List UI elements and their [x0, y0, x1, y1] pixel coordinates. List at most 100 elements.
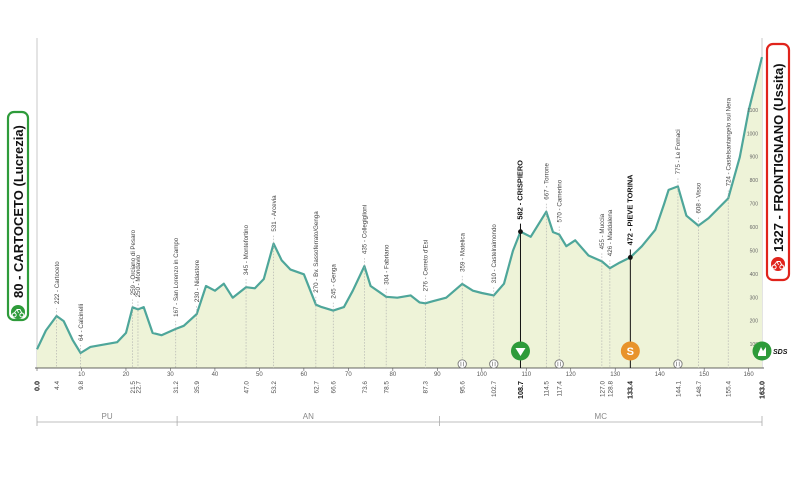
altitude-tick-label: 1100: [747, 108, 758, 114]
x-tick-label: 110: [521, 372, 531, 378]
km-label: 133.4: [626, 381, 635, 399]
finish-badge: 1327 - FRONTIGNANO (Ussita): [765, 42, 791, 282]
sprint-icon-arrow: [515, 348, 526, 356]
altitude-tick-label: 200: [750, 319, 759, 325]
intermediate-icon: [457, 359, 467, 369]
km-label: 163.0: [757, 381, 766, 399]
km-label: 78.5: [384, 381, 391, 394]
km-label: 155.4: [726, 381, 733, 397]
x-tick-label: 70: [345, 372, 352, 378]
altitude-tick-label: 900: [750, 155, 759, 161]
location-label: 259 - Orciano di Pesaro: [130, 229, 137, 295]
x-tick-label: 160: [744, 372, 755, 378]
x-tick-label: 60: [301, 372, 308, 378]
km-label: 53.2: [271, 381, 278, 394]
intermediate-icon: [554, 359, 564, 369]
x-tick-label: 40: [212, 372, 219, 378]
altitude-tick-label: 300: [750, 295, 759, 301]
finish-label: 1327 - FRONTIGNANO (Ussita): [771, 63, 786, 252]
km-label: 108.7: [516, 381, 525, 399]
km-label: 148.7: [696, 381, 703, 397]
x-tick-label: 50: [256, 372, 263, 378]
km-label: 144.1: [675, 381, 682, 397]
km-label: 22.7: [135, 381, 142, 394]
location-label: 724 - Castelsantangelo sul Nera: [725, 97, 732, 186]
km-label: 128.8: [607, 381, 614, 397]
location-label: 167 - San Lorenzo in Campo: [173, 237, 180, 317]
feed-zone-icon: [620, 341, 640, 361]
x-tick-label: 150: [699, 372, 710, 378]
x-axis: 10 20 30 40 50 60 70 80 90 100 110 120 130 140 150 160: [35, 367, 764, 378]
profile-fill: [37, 57, 762, 368]
start-label: 80 - CARTOCETO (Lucrezia): [11, 125, 26, 298]
km-label: 21.5: [130, 381, 137, 394]
altitude-tick-label: 400: [750, 272, 759, 278]
km-label: 4.4: [54, 381, 61, 390]
location-label: 531 - Arcevia: [271, 195, 278, 232]
location-label: 310 - Castelraimondo: [491, 224, 498, 284]
km-label: 35.9: [194, 381, 201, 394]
x-tick-label: 130: [610, 372, 621, 378]
location-label: 455 - Muccia: [599, 213, 606, 249]
profile-markers: S SDS: [457, 341, 788, 369]
altitude-tick-label: 1000: [747, 131, 758, 137]
location-label: 775 - Le Fornaci: [675, 129, 682, 174]
x-tick-label: 80: [389, 372, 396, 378]
km-label: 73.6: [362, 381, 369, 394]
km-label: 87.3: [423, 381, 430, 394]
km-label: 102.7: [491, 381, 498, 397]
region-bands: PU AN MC: [36, 412, 763, 426]
km-label: 9.8: [78, 381, 85, 390]
location-label: 608 - Visso: [696, 182, 703, 213]
location-label: 270 - Bv. Sassoferrato/Genga: [313, 211, 320, 293]
location-label: 472 - PIEVE TORINA: [626, 174, 635, 246]
altitude-scale: 100 200 300 400 500 600 700 800 900 1000 1100: [747, 108, 758, 348]
intermediate-icon: [489, 359, 499, 369]
km-label: 95.6: [460, 381, 467, 394]
altitude-tick-label: 800: [750, 178, 759, 184]
location-label: 276 - Cerreto d'Esi: [422, 240, 429, 291]
location-label: 426 - Maddalena: [607, 209, 614, 256]
x-tick-label: 100: [477, 372, 488, 378]
x-tick-label: 140: [655, 372, 666, 378]
km-label: 0.0: [32, 381, 41, 391]
location-label: 230 - Nidastore: [194, 259, 201, 302]
km-label: 66.6: [331, 381, 338, 394]
location-label: 245 - Genga: [330, 264, 337, 299]
start-badge: 80 - CARTOCETO (Lucrezia): [6, 110, 30, 322]
km-label: 47.0: [243, 381, 250, 394]
location-label: 304 - Fabriano: [383, 244, 390, 285]
finish-climb-icon-shape: [758, 347, 766, 356]
feed-zone-letter: S: [627, 346, 634, 358]
location-label: 359 - Matelica: [459, 232, 466, 271]
altitude-tick-label: 500: [750, 248, 759, 254]
location-label: 435 - Collegiglioni: [362, 205, 369, 254]
region-label: AN: [303, 412, 314, 421]
x-tick-label: 30: [167, 372, 174, 378]
location-label: 345 - Montefortino: [243, 224, 250, 275]
x-tick-label: 120: [566, 372, 577, 378]
km-label: 31.2: [173, 381, 180, 394]
location-label: 582 - CRISPIERO: [516, 160, 525, 220]
location-label: 570 - Camerino: [556, 179, 563, 222]
altitude-tick-label: 700: [750, 202, 759, 208]
km-label: 117.4: [557, 381, 564, 397]
km-label: 127.0: [599, 381, 606, 397]
region-label: MC: [595, 412, 608, 421]
location-labels: 222 - Cartoceto 64 - Calcinelli 259 - Orci…: [54, 97, 732, 368]
x-tick-label: 10: [78, 372, 85, 378]
waypoint-dot: [627, 255, 633, 260]
km-label: 114.5: [544, 381, 551, 397]
location-label: 250 - Mondavio: [135, 254, 142, 297]
km-labels: 0.0 4.4 9.8 21.522.7 31.2 35.9 47.0 53.2 62.7 66.…: [32, 381, 766, 399]
altitude-tick-label: 600: [750, 225, 759, 231]
waypoint-dot: [518, 229, 523, 235]
profile-area: [36, 56, 764, 368]
sprint-label: SDS: [773, 349, 788, 356]
altitude-tick-label: 100: [750, 342, 759, 348]
x-tick-label: 90: [434, 372, 441, 378]
region-label: PU: [101, 412, 112, 421]
location-label: 222 - Cartoceto: [54, 261, 61, 304]
km-label: 62.7: [313, 381, 320, 394]
